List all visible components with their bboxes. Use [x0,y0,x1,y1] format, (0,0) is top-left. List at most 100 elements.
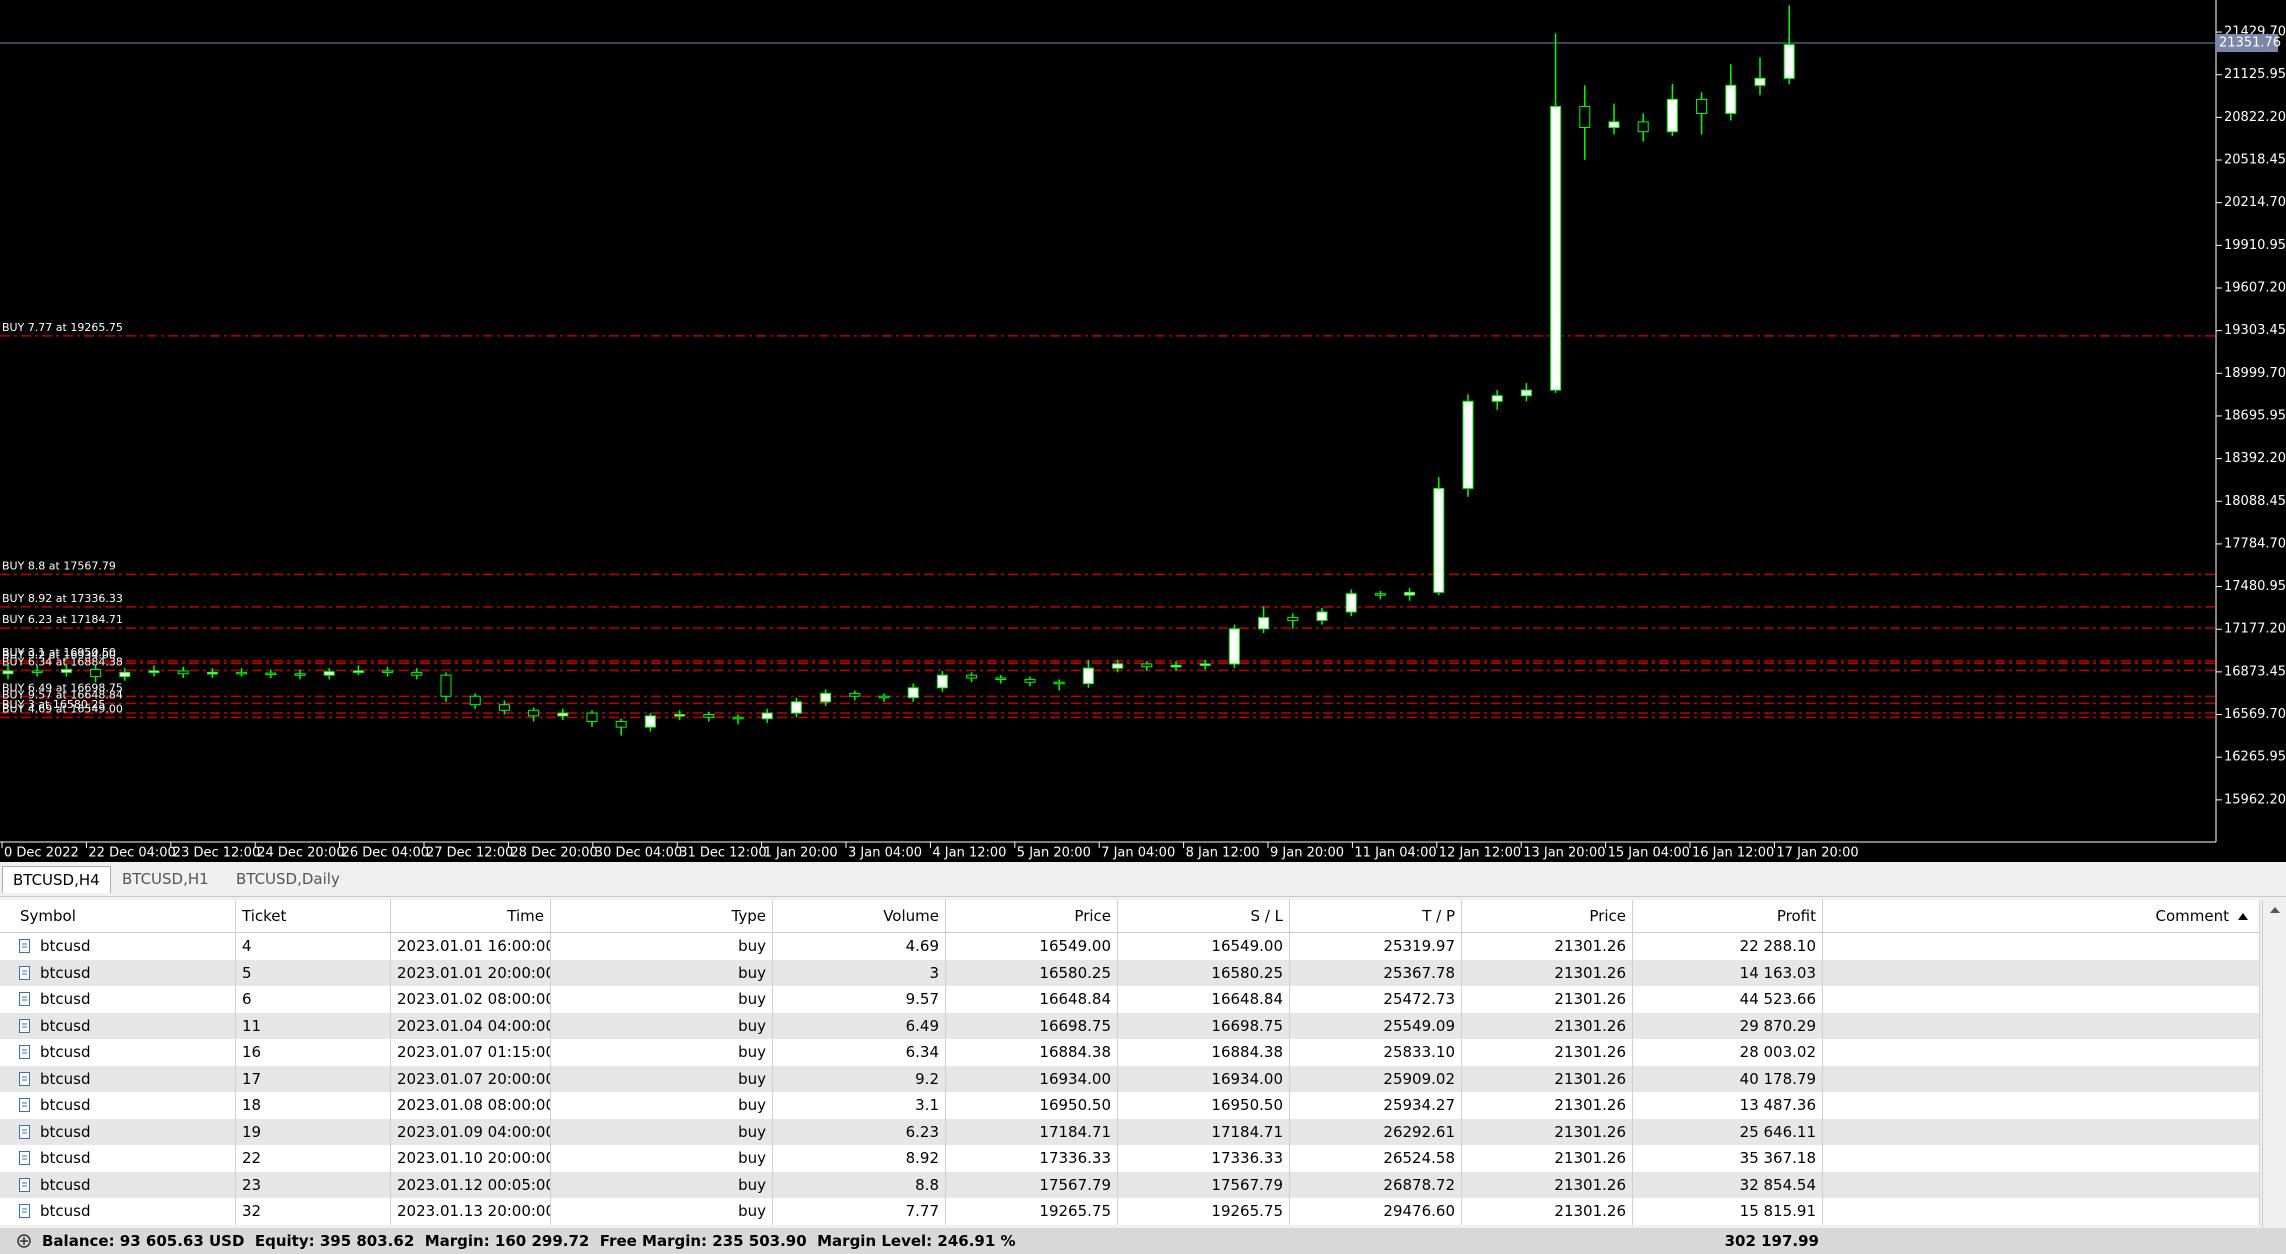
table-cell: btcusd [0,1039,236,1066]
candle-body [1579,105,1591,129]
candle-body [1783,44,1795,79]
table-cell: 8.8 [773,1171,946,1198]
table-cell: btcusd [0,1092,236,1119]
table-cell: 32 854.54 [1633,1171,1823,1198]
candle-body [1345,593,1357,613]
trade-row[interactable]: btcusd 11 2023.01.04 04:00:00 buy 6.49 16698.… [0,1012,2260,1039]
table-cell [1823,1145,2260,1172]
tab[interactable]: BTCUSD,H1 [122,870,209,888]
tab[interactable]: BTCUSD,Daily [236,870,340,888]
x-tick-label: 8 Jan 12:00 [1186,846,1260,861]
column-header[interactable]: Symbol [0,900,236,932]
order-icon [19,1098,30,1112]
candle-body [1754,77,1766,86]
table-cell: 8.92 [773,1145,946,1172]
table-cell: 17336.33 [946,1145,1118,1172]
table-cell: 21301.26 [1462,959,1633,986]
candle-body [236,671,248,675]
column-header[interactable]: Comment [1823,900,2260,932]
table-cell: btcusd [0,986,236,1013]
table-cell: 2023.01.07 01:15:00 [391,1039,551,1066]
y-tick-label: 15962.20 [2224,792,2286,807]
trade-row[interactable]: btcusd 19 2023.01.09 04:00:00 buy 6.23 17184.… [0,1118,2260,1145]
x-tick-label: 28 Dec 20:00 [510,846,597,861]
order-icon [19,1177,30,1192]
table-cell: 3 [773,959,946,986]
table-cell: buy [551,1145,773,1172]
candle-body [936,674,948,689]
table-cell: 16 [236,1039,391,1066]
table-cell: 9.57 [773,986,946,1013]
table-cell: btcusd [0,1118,236,1145]
candle-body [674,713,686,717]
table-cell: 19265.75 [946,1198,1118,1225]
column-header[interactable]: Profit [1633,900,1823,932]
trade-row[interactable]: btcusd 4 2023.01.01 16:00:00 buy 4.69 16549.0… [0,933,2260,960]
trade-row[interactable]: btcusd 18 2023.01.08 08:00:00 buy 3.1 16950.5… [0,1092,2260,1119]
table-cell: 16950.50 [946,1092,1118,1119]
scrollbar[interactable] [2262,900,2286,1228]
table-cell: 14 163.03 [1633,959,1823,986]
y-tick-label: 18392.20 [2224,451,2286,466]
column-header[interactable]: Time [391,900,551,932]
scroll-up[interactable] [2263,900,2286,920]
table-cell: 25934.27 [1290,1092,1462,1119]
x-tick-label: 1 Jan 20:00 [764,846,838,861]
table-cell: buy [551,1118,773,1145]
tab[interactable]: BTCUSD,H4 [2,866,111,893]
candle-body [119,671,131,678]
table-cell: 2023.01.04 04:00:00 [391,1012,551,1039]
x-tick-label: 27 Dec 12:00 [426,846,513,861]
column-header[interactable]: Volume [773,900,946,932]
x-tick-label: 13 Jan 20:00 [1523,846,1605,861]
candle-body [1141,663,1153,668]
candle-body [1520,389,1532,397]
table-cell: 2023.01.13 20:00:00 [391,1198,551,1225]
table-cell: btcusd [0,1171,236,1198]
table-cell: btcusd [0,933,236,960]
table-cell: 21301.26 [1462,1198,1633,1225]
x-tick-label: 30 Dec 04:00 [595,846,682,861]
trade-row[interactable]: btcusd 22 2023.01.10 20:00:00 buy 8.92 17336.… [0,1145,2260,1172]
table-cell: 2023.01.10 20:00:00 [391,1145,551,1172]
table-cell: btcusd [0,1145,236,1172]
trade-row[interactable]: btcusd 23 2023.01.12 00:05:00 buy 8.8 17567.7… [0,1171,2260,1198]
column-header[interactable]: S / L [1118,900,1290,932]
table-cell: 2023.01.12 00:05:00 [391,1171,551,1198]
x-tick-label: 15 Jan 04:00 [1608,846,1690,861]
table-cell: 23 [236,1171,391,1198]
table-cell: 6.23 [773,1118,946,1145]
candle-body [878,695,890,699]
table-cell: 16934.00 [946,1065,1118,1092]
trade-row[interactable]: btcusd 17 2023.01.07 20:00:00 buy 9.2 16934.0… [0,1065,2260,1092]
trade-row[interactable]: btcusd 32 2023.01.13 20:00:00 buy 7.77 19265.… [0,1198,2260,1225]
trade-row[interactable]: btcusd 5 2023.01.01 20:00:00 buy 3 16580.25 16… [0,959,2260,986]
trade-row[interactable]: btcusd 6 2023.01.02 08:00:00 buy 9.57 16648.8… [0,986,2260,1013]
candle-body [1433,487,1445,593]
table-cell [1823,1118,2260,1145]
candle-body [1404,591,1416,596]
column-header[interactable]: Type [551,900,773,932]
order-label: BUY 8.8 at 17567.79 [2,559,116,572]
column-header[interactable]: T / P [1290,900,1462,932]
table-cell: buy [551,986,773,1013]
table-cell: 21301.26 [1462,1171,1633,1198]
trade-row[interactable]: btcusd 16 2023.01.07 01:15:00 buy 6.34 16884.… [0,1039,2260,1066]
table-cell: btcusd [0,1065,236,1092]
bid-label: 21351.76 [2219,36,2281,51]
table-cell: 7.77 [773,1198,946,1225]
table-cell: 17184.71 [946,1118,1118,1145]
table-cell: 16648.84 [1118,986,1290,1013]
table-cell: 2023.01.09 04:00:00 [391,1118,551,1145]
account-summary: Balance: 93 605.63 USD Equity: 395 803.6… [0,1228,2286,1254]
candle-body [966,674,978,679]
table-cell: 17567.79 [946,1171,1118,1198]
table-cell: 11 [236,1012,391,1039]
column-header[interactable]: Price [1462,900,1633,932]
column-header[interactable]: Ticket [236,900,391,932]
table-cell: 22 288.10 [1633,933,1823,960]
column-header[interactable]: Price [946,900,1118,932]
table-cell: buy [551,1039,773,1066]
table-cell: 17336.33 [1118,1145,1290,1172]
order-icon [19,1151,30,1165]
